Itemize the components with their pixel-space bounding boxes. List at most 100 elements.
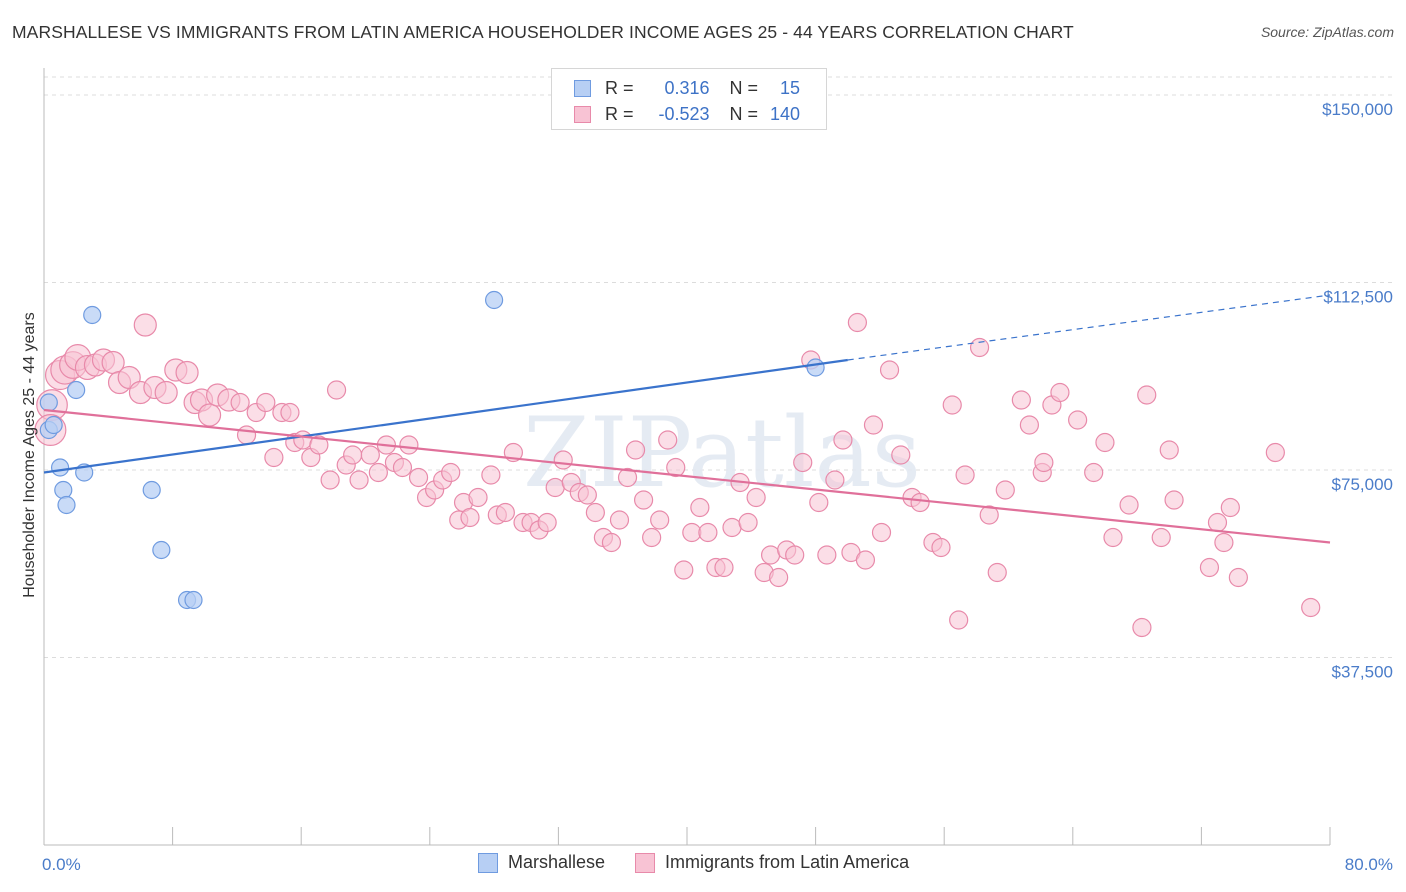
latin-america-point (633, 490, 654, 510)
latin-america-point (1265, 442, 1285, 463)
y-tick-label: $112,500 (1323, 288, 1393, 307)
marshallese-trend-line (43, 358, 848, 474)
marshallese-point (50, 458, 70, 477)
latin-america-point (714, 557, 734, 578)
y-tick-label: $75,000 (1332, 475, 1393, 494)
latin-america-point (360, 445, 380, 465)
latin-america-point (197, 403, 222, 427)
latin-america-point (746, 487, 766, 508)
latin-america-point (769, 567, 789, 588)
legend-r-value: 0.316 (664, 77, 710, 98)
x-tick-label-min: 0.0% (42, 855, 81, 874)
latin-america-point (617, 467, 638, 488)
latin-america-point (642, 527, 662, 548)
legend-row-latin-america: R = -0.523 N = 140 (574, 103, 800, 125)
latin-america-point (825, 470, 845, 490)
y-tick-label: $150,000 (1322, 100, 1393, 119)
latin-america-point (264, 447, 284, 468)
latin-america-point (760, 545, 781, 565)
latin-america-point (1159, 440, 1179, 460)
latin-america-point (1132, 617, 1152, 638)
latin-america-point (809, 492, 829, 513)
legend-swatch-pink (574, 105, 591, 123)
latin-america-point (722, 517, 742, 538)
latin-america-point (987, 562, 1007, 583)
latin-america-point (349, 470, 369, 490)
latin-america-point (609, 510, 630, 530)
marshallese-point (152, 540, 171, 560)
latin-america-point (293, 430, 313, 450)
latin-america-point (408, 467, 429, 488)
latin-america-point (1164, 490, 1184, 510)
legend-n-label: N = (729, 77, 759, 98)
latin-america-point (1068, 410, 1088, 430)
latin-america-point (1151, 527, 1171, 548)
latin-america-point (154, 380, 178, 405)
marshallese-points (39, 290, 825, 610)
latin-america-point (1228, 567, 1248, 588)
latin-america-point (910, 492, 930, 513)
x-tick-label-max: 80.0% (1345, 855, 1393, 874)
tick-labels: $37,500 $75,000 $112,500 $150,000 0.0% 80.0% (42, 100, 1393, 874)
latin-america-point (666, 457, 686, 478)
latin-america-point (1301, 597, 1321, 618)
latin-america-point (399, 435, 419, 455)
latin-america-point (863, 415, 884, 435)
axes-layer (43, 68, 1331, 846)
latin-america-point (495, 502, 515, 523)
marshallese-point (142, 480, 161, 500)
latin-america-point (995, 480, 1015, 500)
latin-america-point (1019, 415, 1039, 435)
legend-r-label: R = (605, 77, 634, 98)
latin-america-point (955, 465, 975, 485)
latin-america-point (601, 532, 622, 553)
trend-lines (43, 294, 1331, 544)
latin-america-point (1137, 385, 1157, 405)
legend-row-marshallese: R = 0.316 N = 15 (574, 77, 800, 99)
latin-america-point (1095, 432, 1115, 453)
latin-america-point (969, 337, 990, 358)
chart-title: MARSHALLESE VS IMMIGRANTS FROM LATIN AME… (12, 22, 1074, 42)
latin-america-point (320, 470, 340, 490)
legend-n-label: N = (729, 103, 759, 124)
marshallese-point (39, 393, 58, 412)
marshallese-point (184, 590, 203, 610)
latin-america-point (1084, 462, 1104, 483)
latin-america-point (871, 522, 892, 543)
latin-america-point (1103, 527, 1123, 548)
latin-america-point (280, 402, 300, 423)
latin-america-point (785, 545, 805, 565)
latin-america-point (236, 425, 257, 445)
latin-america-point (879, 360, 900, 380)
latin-america-point (833, 430, 853, 450)
latin-america-point (553, 450, 573, 470)
latin-america-point (690, 497, 710, 518)
latin-america-point (230, 392, 250, 413)
legend-swatch-blue (478, 852, 498, 873)
legend-r-value: -0.523 (658, 103, 710, 124)
y-axis-label: Householder Income Ages 25 - 44 years (21, 312, 38, 598)
latin-america-point (698, 522, 718, 543)
marshallese-point (44, 415, 63, 435)
latin-america-point (368, 462, 388, 483)
latin-america-point (738, 512, 758, 533)
latin-america-point (133, 313, 157, 337)
latin-america-point (1050, 382, 1070, 403)
latin-america-point (1199, 557, 1220, 578)
latin-america-point (942, 395, 962, 415)
latin-america-point (1011, 390, 1031, 410)
latin-america-point (979, 505, 999, 525)
latin-america-point (682, 522, 702, 543)
latin-america-point (326, 380, 347, 400)
latin-america-point (855, 550, 876, 570)
latin-america-point (674, 560, 694, 580)
latin-america-point (481, 465, 501, 485)
latin-america-point (309, 435, 329, 455)
legend-n-value: 140 (769, 103, 801, 124)
latin-america-point (343, 445, 363, 465)
latin-america-point (1207, 512, 1228, 533)
latin-america-point (441, 462, 461, 483)
marshallese-trend-extension (847, 294, 1331, 361)
latin-america-point (545, 477, 565, 498)
y-tick-label: $37,500 (1332, 663, 1393, 682)
